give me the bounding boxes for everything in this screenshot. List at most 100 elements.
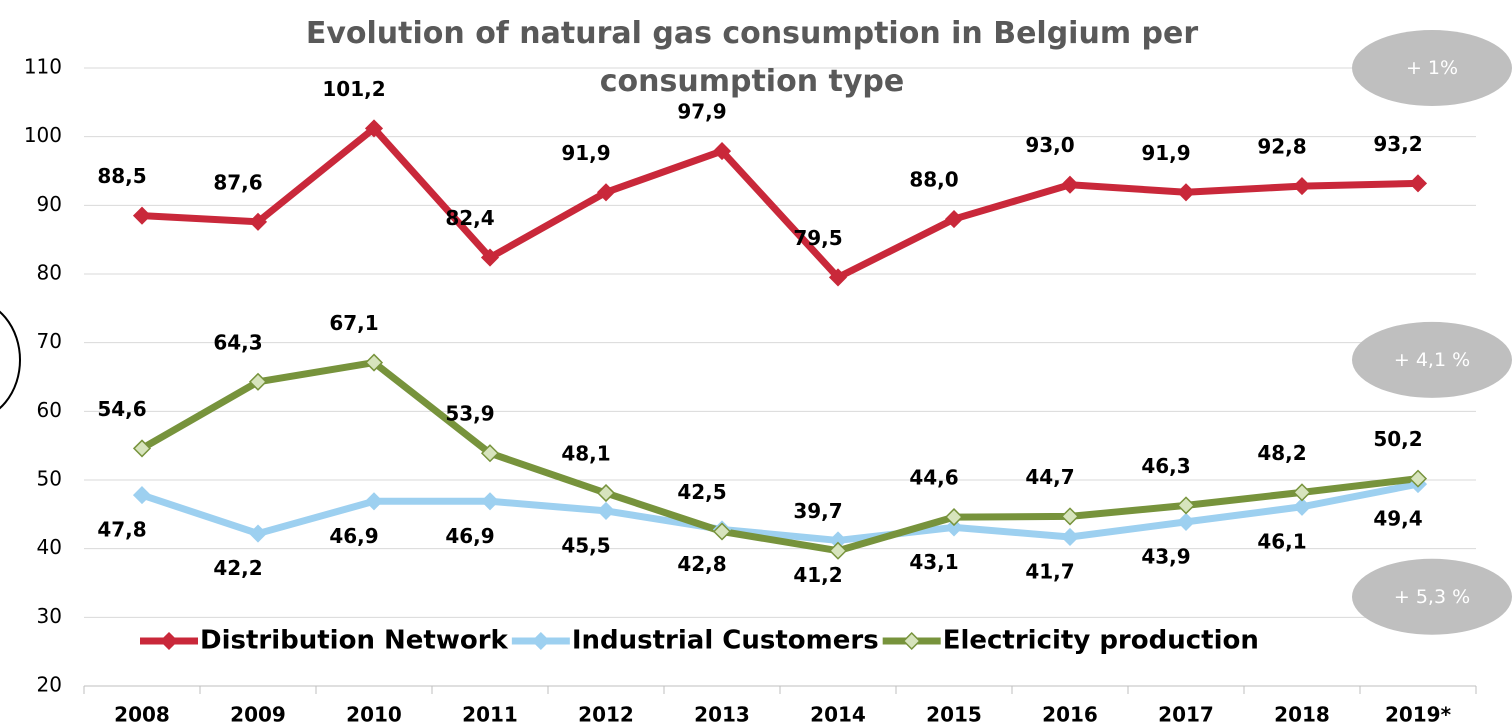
x-tick-label: 2010 [346,703,402,727]
data-label: 88,0 [909,168,958,192]
data-label: 43,1 [909,550,958,574]
marker [828,541,848,560]
marker [712,522,732,541]
data-label: 44,6 [909,466,958,490]
data-label: 45,5 [561,533,610,557]
cropped-shape [0,310,21,410]
legend-label: Distribution Network [200,626,509,656]
data-label: 54,6 [97,397,146,421]
y-tick-label: 20 [37,673,62,697]
data-label: 82,4 [445,206,494,230]
series-line [140,359,1419,555]
marker [596,183,616,202]
data-label: 93,0 [1025,133,1074,157]
data-label: 42,2 [213,556,262,580]
data-label: 41,7 [1025,559,1074,583]
x-tick-label: 2019* [1385,703,1452,727]
y-tick-label: 30 [37,604,62,628]
x-tick-label: 2014 [810,703,866,727]
x-tick-label: 2017 [1158,703,1214,727]
data-label: 88,5 [97,164,146,188]
marker [596,483,616,503]
data-label: 46,1 [1257,529,1306,553]
y-tick-label: 70 [37,329,62,353]
x-tick-label: 2008 [114,703,170,727]
marker [944,508,964,527]
data-label: 48,2 [1257,441,1306,465]
marker [364,353,384,372]
data-label: 41,2 [793,563,842,587]
marker [596,501,616,520]
data-label: 53,9 [445,402,494,426]
series-line [140,480,1419,544]
y-tick-label: 50 [37,467,62,491]
legend-marker [531,631,550,651]
data-label: 47,8 [97,518,146,542]
marker [1060,507,1080,526]
x-tick-label: 2012 [578,703,634,727]
legend-marker [902,631,921,651]
marker [480,444,500,463]
y-tick-label: 100 [24,123,62,147]
data-label: 50,2 [1373,427,1422,451]
data-label: 46,9 [445,524,494,548]
data-label: 46,9 [329,524,378,548]
marker [1292,497,1312,516]
data-label: 67,1 [329,311,378,335]
marker [364,492,384,511]
marker [828,268,848,287]
data-label: 49,4 [1373,507,1422,531]
y-tick-label: 110 [24,55,62,79]
marker [364,119,384,138]
data-label: 92,8 [1257,135,1306,159]
marker [480,248,500,267]
legend-marker [159,631,179,651]
annotation-bubble [1352,321,1512,398]
data-label: 48,1 [561,442,610,466]
marker [132,439,152,458]
y-tick-label: 90 [37,192,62,216]
x-tick-label: 2016 [1042,703,1098,727]
marker [1292,177,1312,196]
annotation: + 1% [1405,57,1459,79]
marker [1060,175,1080,194]
series-line [141,124,1419,281]
marker [712,142,732,161]
annotation: + 5,3 % [1393,585,1471,608]
annotation: + 4,1 % [1393,348,1471,371]
x-tick-label: 2013 [694,703,750,727]
data-label: 97,9 [677,100,726,124]
annotation-bubble [1352,558,1512,635]
data-label: 39,7 [793,499,842,523]
x-tick-label: 2009 [230,703,286,727]
marker [1176,183,1196,202]
data-label: 93,2 [1373,132,1422,156]
data-label: 101,2 [322,77,385,101]
x-tick-label: 2015 [926,703,982,727]
marker [248,372,268,391]
data-label: 79,5 [793,226,842,250]
y-tick-label: 60 [37,398,62,422]
x-tick-label: 2011 [462,703,518,727]
marker [1060,527,1080,547]
data-label: 42,5 [677,480,726,504]
marker [248,524,268,543]
chart-title: Evolution of natural gas consumption in … [305,16,1199,99]
data-label: 46,3 [1141,454,1190,478]
marker [1408,469,1428,488]
marker [1176,512,1196,531]
data-label: 43,9 [1141,544,1190,568]
data-label: 42,8 [677,552,726,576]
marker [248,212,268,231]
marker [1176,496,1196,515]
marker [132,206,152,225]
marker [1408,174,1428,193]
marker [1292,483,1312,502]
data-label: 64,3 [213,330,262,354]
annotation-bubble [1352,30,1512,106]
legend-label: Electricity production [943,626,1259,656]
marker [944,518,964,537]
data-label: 91,9 [1141,141,1190,165]
y-tick-label: 40 [37,535,62,559]
